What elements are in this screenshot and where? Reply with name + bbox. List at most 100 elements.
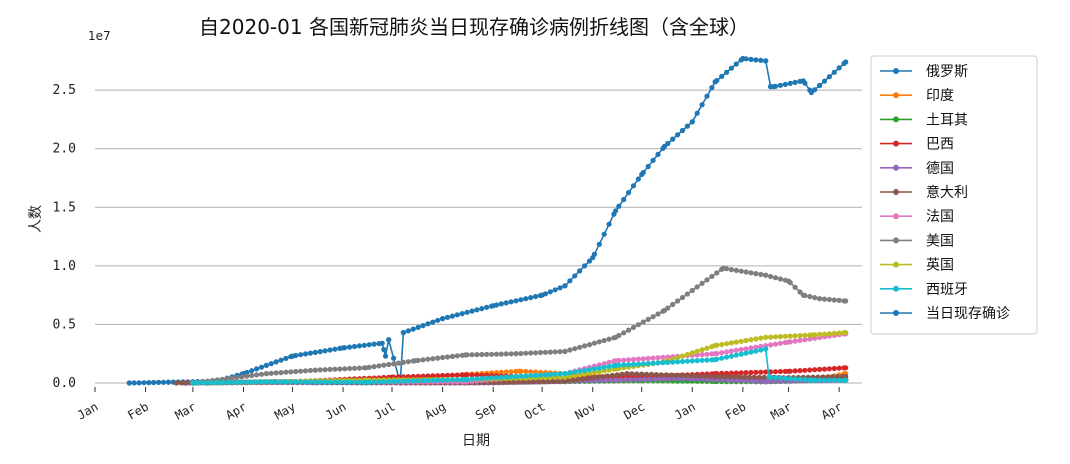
data-point (131, 380, 137, 386)
data-point (474, 352, 480, 358)
data-point (704, 93, 710, 99)
data-point (743, 337, 749, 344)
data-point (489, 351, 495, 357)
data-point (337, 366, 343, 372)
data-point (617, 377, 624, 383)
legend-swatch-marker (893, 68, 899, 74)
data-point (733, 352, 739, 358)
data-point (665, 359, 671, 365)
data-point (817, 366, 823, 372)
data-point (591, 366, 598, 372)
data-point (552, 371, 558, 377)
data-point (753, 57, 759, 63)
data-point (337, 379, 343, 385)
series-10 (126, 55, 849, 386)
legend-label: 西班牙 (926, 282, 968, 298)
x-tick-label: Apr (223, 399, 249, 422)
data-point (258, 371, 265, 377)
y-tick-label: 1.5 (53, 200, 76, 215)
data-point (647, 376, 653, 382)
data-point (400, 378, 406, 384)
data-point (160, 379, 167, 385)
data-point (836, 65, 842, 71)
legend-swatch-marker (893, 310, 899, 316)
data-point (435, 355, 441, 361)
data-point (591, 251, 598, 257)
data-point (728, 267, 735, 273)
data-point (278, 357, 284, 363)
data-point (817, 82, 823, 89)
data-point (614, 372, 620, 378)
legend-item: 美国 (880, 233, 954, 249)
data-point (356, 365, 362, 371)
data-point (655, 355, 661, 361)
data-point (565, 378, 571, 384)
data-point (709, 85, 715, 91)
legend-item: 英国 (880, 257, 954, 274)
data-point (670, 301, 676, 308)
data-point (733, 339, 739, 345)
data-point (136, 380, 142, 386)
legend-swatch-marker (893, 237, 899, 244)
data-point (768, 334, 774, 340)
data-point (812, 367, 818, 373)
data-point (601, 364, 607, 370)
data-point (650, 157, 656, 163)
data-point (787, 333, 793, 339)
data-point (347, 344, 353, 350)
legend-label: 法国 (926, 209, 954, 225)
data-point (288, 369, 294, 375)
data-point (640, 319, 646, 325)
legend-swatch-marker (893, 285, 899, 292)
data-point (268, 379, 274, 385)
data-point (694, 348, 700, 354)
data-point (361, 342, 367, 348)
data-point (648, 371, 655, 377)
data-point (572, 373, 578, 379)
data-point (768, 273, 774, 280)
data-point (327, 347, 333, 353)
data-point (332, 366, 338, 372)
data-point (782, 333, 788, 339)
data-point (288, 379, 294, 385)
data-point (526, 379, 532, 385)
data-point (547, 371, 553, 378)
data-point (444, 314, 451, 320)
data-point (640, 356, 646, 362)
x-tick-label: Feb (723, 399, 749, 422)
data-point (263, 371, 269, 377)
data-point (792, 338, 798, 344)
data-point (582, 367, 588, 374)
data-point (738, 268, 744, 274)
data-point (777, 82, 784, 88)
data-point (663, 372, 669, 378)
data-point (768, 374, 774, 380)
data-point (670, 359, 676, 365)
data-point (616, 203, 622, 209)
data-point (351, 379, 358, 385)
data-point (523, 368, 529, 375)
data-point (479, 351, 485, 358)
x-tick-label: Jan (672, 399, 698, 422)
data-point (498, 351, 504, 357)
data-point (719, 341, 725, 348)
legend-label: 德国 (926, 161, 954, 177)
legend-label: 土耳其 (926, 112, 968, 128)
data-point (595, 374, 601, 380)
data-point (707, 373, 713, 379)
data-point (342, 366, 348, 372)
data-point (802, 337, 808, 343)
data-point (508, 351, 514, 357)
data-point (782, 375, 788, 381)
data-point (283, 355, 289, 361)
data-point (430, 373, 436, 379)
data-point (741, 374, 748, 380)
data-point (743, 56, 749, 62)
data-point (722, 374, 728, 380)
data-point (702, 373, 708, 379)
data-point (464, 352, 470, 358)
data-point (807, 336, 813, 342)
data-point (797, 337, 803, 343)
data-point (444, 354, 451, 360)
data-point (836, 297, 842, 303)
